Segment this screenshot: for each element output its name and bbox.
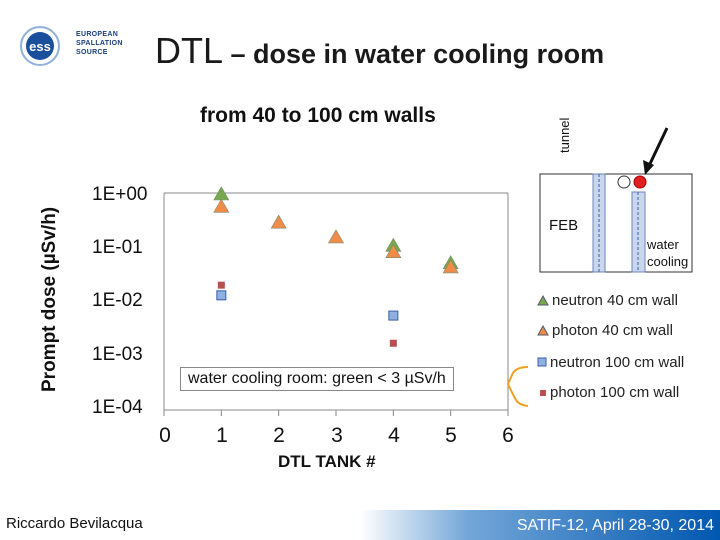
x-axis-label: DTL TANK # [278, 452, 376, 471]
title-rest: – dose in water cooling room [223, 39, 605, 69]
x-tick-label: 2 [273, 424, 285, 447]
water-cooling-label: water cooling [647, 236, 688, 270]
x-tick-label: 0 [159, 424, 171, 447]
room-diagram [539, 127, 693, 273]
series-1-point [327, 229, 345, 244]
title-main: DTL [155, 30, 224, 71]
water-cooling-line2: cooling [647, 254, 689, 269]
water-cooling-line1: water [647, 237, 679, 252]
series-1-point [442, 259, 459, 274]
legend-neutron-40: neutron 40 cm wall [552, 292, 678, 309]
series-3-point [217, 281, 225, 289]
y-tick-label: 1E-01 [92, 237, 143, 258]
footer-bar [360, 510, 720, 540]
series-3-point [389, 339, 397, 347]
x-tick-label: 6 [502, 424, 514, 447]
x-tick-label: 1 [216, 424, 228, 447]
feb-label: FEB [549, 217, 579, 234]
arrow-icon [646, 127, 669, 169]
y-tick-label: 1E-02 [92, 290, 143, 311]
ess-logo: ess [20, 26, 60, 66]
annotation-box: water cooling room: green < 3 µSv/h [180, 367, 454, 391]
author: Riccardo Bevilacqua [6, 515, 143, 532]
empty-marker-icon [617, 175, 631, 189]
legend-photon100-icon [540, 390, 546, 396]
x-tick-label: 4 [388, 424, 400, 447]
conference-label: SATIF-12, April 28-30, 2014 [516, 517, 714, 534]
series-1-point [270, 214, 287, 229]
y-tick-label: 1E-03 [92, 344, 143, 365]
legend-photon-40: photon 40 cm wall [552, 322, 673, 339]
series-2-point [216, 290, 227, 301]
svg-text:ess: ess [29, 39, 51, 54]
legend-photon40-icon [537, 324, 549, 336]
series-1-point [385, 244, 402, 259]
y-tick-label: 1E-04 [92, 397, 143, 418]
page-title: DTL – dose in water cooling room [155, 30, 604, 72]
legend-neutron-100: neutron 100 cm wall [550, 354, 685, 371]
series-1-point [213, 198, 230, 213]
x-tick-label: 3 [331, 424, 343, 447]
logo-text: EUROPEAN SPALLATION SOURCE [76, 31, 123, 56]
chart-title: from 40 to 100 cm walls [200, 104, 436, 127]
x-tick-label: 5 [445, 424, 457, 447]
red-marker-icon [633, 175, 647, 189]
legend-photon-100: photon 100 cm wall [550, 384, 680, 401]
series-2-point [388, 310, 399, 321]
legend-neutron100-icon [537, 357, 547, 367]
y-tick-label: 1E+00 [92, 184, 148, 205]
legend-neutron40-icon [537, 294, 549, 306]
